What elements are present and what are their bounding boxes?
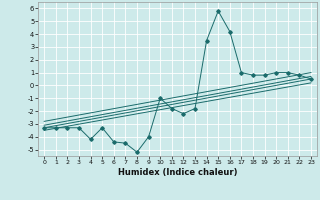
X-axis label: Humidex (Indice chaleur): Humidex (Indice chaleur) <box>118 168 237 177</box>
